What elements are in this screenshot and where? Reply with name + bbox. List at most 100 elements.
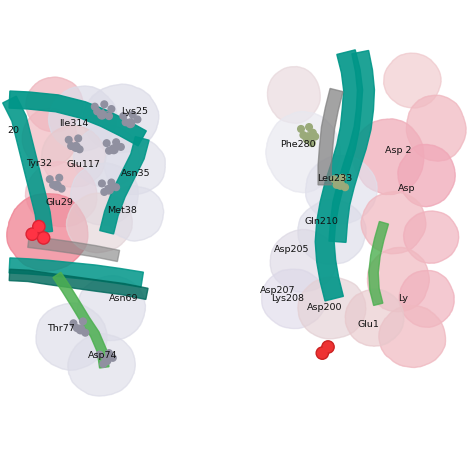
Polygon shape — [399, 271, 454, 327]
Polygon shape — [53, 272, 109, 368]
Circle shape — [120, 113, 127, 119]
Polygon shape — [104, 137, 165, 194]
Circle shape — [106, 113, 112, 119]
Circle shape — [108, 179, 115, 186]
Text: Asp207: Asp207 — [260, 286, 295, 295]
Circle shape — [27, 229, 37, 239]
Polygon shape — [73, 125, 139, 187]
Circle shape — [50, 182, 56, 188]
Circle shape — [106, 147, 112, 154]
Circle shape — [316, 347, 328, 359]
Polygon shape — [379, 306, 446, 367]
Polygon shape — [361, 191, 426, 254]
Polygon shape — [270, 229, 337, 292]
Circle shape — [122, 119, 129, 126]
Polygon shape — [48, 86, 117, 151]
Circle shape — [113, 184, 119, 191]
Text: Met38: Met38 — [107, 206, 137, 215]
Circle shape — [331, 176, 337, 182]
Circle shape — [53, 182, 61, 190]
Polygon shape — [406, 95, 466, 161]
Polygon shape — [262, 269, 326, 328]
Circle shape — [333, 182, 340, 188]
Circle shape — [76, 146, 83, 153]
Circle shape — [33, 220, 45, 233]
Circle shape — [26, 228, 38, 240]
Circle shape — [94, 108, 100, 115]
Circle shape — [103, 140, 110, 146]
Circle shape — [70, 320, 77, 327]
Circle shape — [72, 143, 80, 151]
Text: Asn69: Asn69 — [109, 294, 138, 303]
Text: Asp74: Asp74 — [88, 351, 117, 360]
Polygon shape — [383, 53, 441, 108]
Circle shape — [96, 351, 103, 358]
Text: Lys25: Lys25 — [121, 107, 148, 116]
Circle shape — [37, 232, 50, 244]
Circle shape — [46, 176, 53, 182]
Text: Ile314: Ile314 — [59, 118, 89, 128]
Polygon shape — [345, 289, 404, 346]
Circle shape — [109, 355, 116, 361]
Text: Glu1: Glu1 — [358, 320, 380, 329]
Polygon shape — [36, 303, 107, 370]
Circle shape — [126, 119, 135, 128]
Polygon shape — [367, 247, 429, 312]
Polygon shape — [266, 111, 340, 193]
Text: Asp205: Asp205 — [274, 245, 310, 254]
Circle shape — [56, 174, 63, 181]
Circle shape — [65, 137, 72, 143]
Polygon shape — [100, 137, 149, 234]
Polygon shape — [306, 155, 377, 224]
Circle shape — [304, 137, 310, 143]
Polygon shape — [22, 108, 77, 166]
Text: Ly: Ly — [398, 294, 408, 303]
Circle shape — [99, 180, 105, 187]
Circle shape — [134, 116, 141, 123]
Text: Leu233: Leu233 — [317, 174, 352, 183]
Text: Asn35: Asn35 — [121, 169, 151, 178]
Circle shape — [75, 135, 82, 142]
Polygon shape — [42, 126, 106, 187]
Polygon shape — [106, 186, 164, 241]
Text: Asp 2: Asp 2 — [385, 146, 411, 155]
Text: Gln210: Gln210 — [305, 217, 338, 226]
Circle shape — [306, 124, 312, 130]
Polygon shape — [298, 200, 366, 264]
Circle shape — [101, 189, 108, 195]
Circle shape — [312, 133, 319, 140]
Polygon shape — [3, 96, 53, 233]
Polygon shape — [26, 77, 83, 132]
Circle shape — [98, 110, 106, 119]
Text: Tyr32: Tyr32 — [26, 159, 52, 168]
Circle shape — [118, 144, 124, 150]
Text: Asp: Asp — [398, 183, 416, 192]
Polygon shape — [353, 119, 424, 194]
Circle shape — [76, 325, 85, 334]
Circle shape — [68, 143, 74, 149]
Polygon shape — [7, 194, 88, 271]
Polygon shape — [403, 211, 459, 263]
Circle shape — [300, 132, 307, 138]
Polygon shape — [369, 221, 389, 305]
Circle shape — [108, 106, 115, 112]
Circle shape — [101, 101, 108, 108]
Polygon shape — [329, 50, 374, 242]
Polygon shape — [71, 163, 138, 225]
Circle shape — [105, 185, 113, 194]
Circle shape — [106, 350, 112, 356]
Circle shape — [91, 103, 98, 110]
Circle shape — [129, 111, 136, 118]
Polygon shape — [83, 84, 159, 153]
Circle shape — [298, 126, 304, 132]
Circle shape — [82, 329, 89, 336]
Circle shape — [323, 342, 333, 352]
Polygon shape — [9, 258, 144, 287]
Text: Thr77: Thr77 — [47, 324, 75, 333]
Text: Glu29: Glu29 — [45, 198, 73, 207]
Text: Lys208: Lys208 — [272, 294, 305, 303]
Circle shape — [339, 174, 346, 181]
Circle shape — [303, 133, 311, 142]
Text: Phe280: Phe280 — [281, 140, 316, 149]
Circle shape — [309, 140, 315, 146]
